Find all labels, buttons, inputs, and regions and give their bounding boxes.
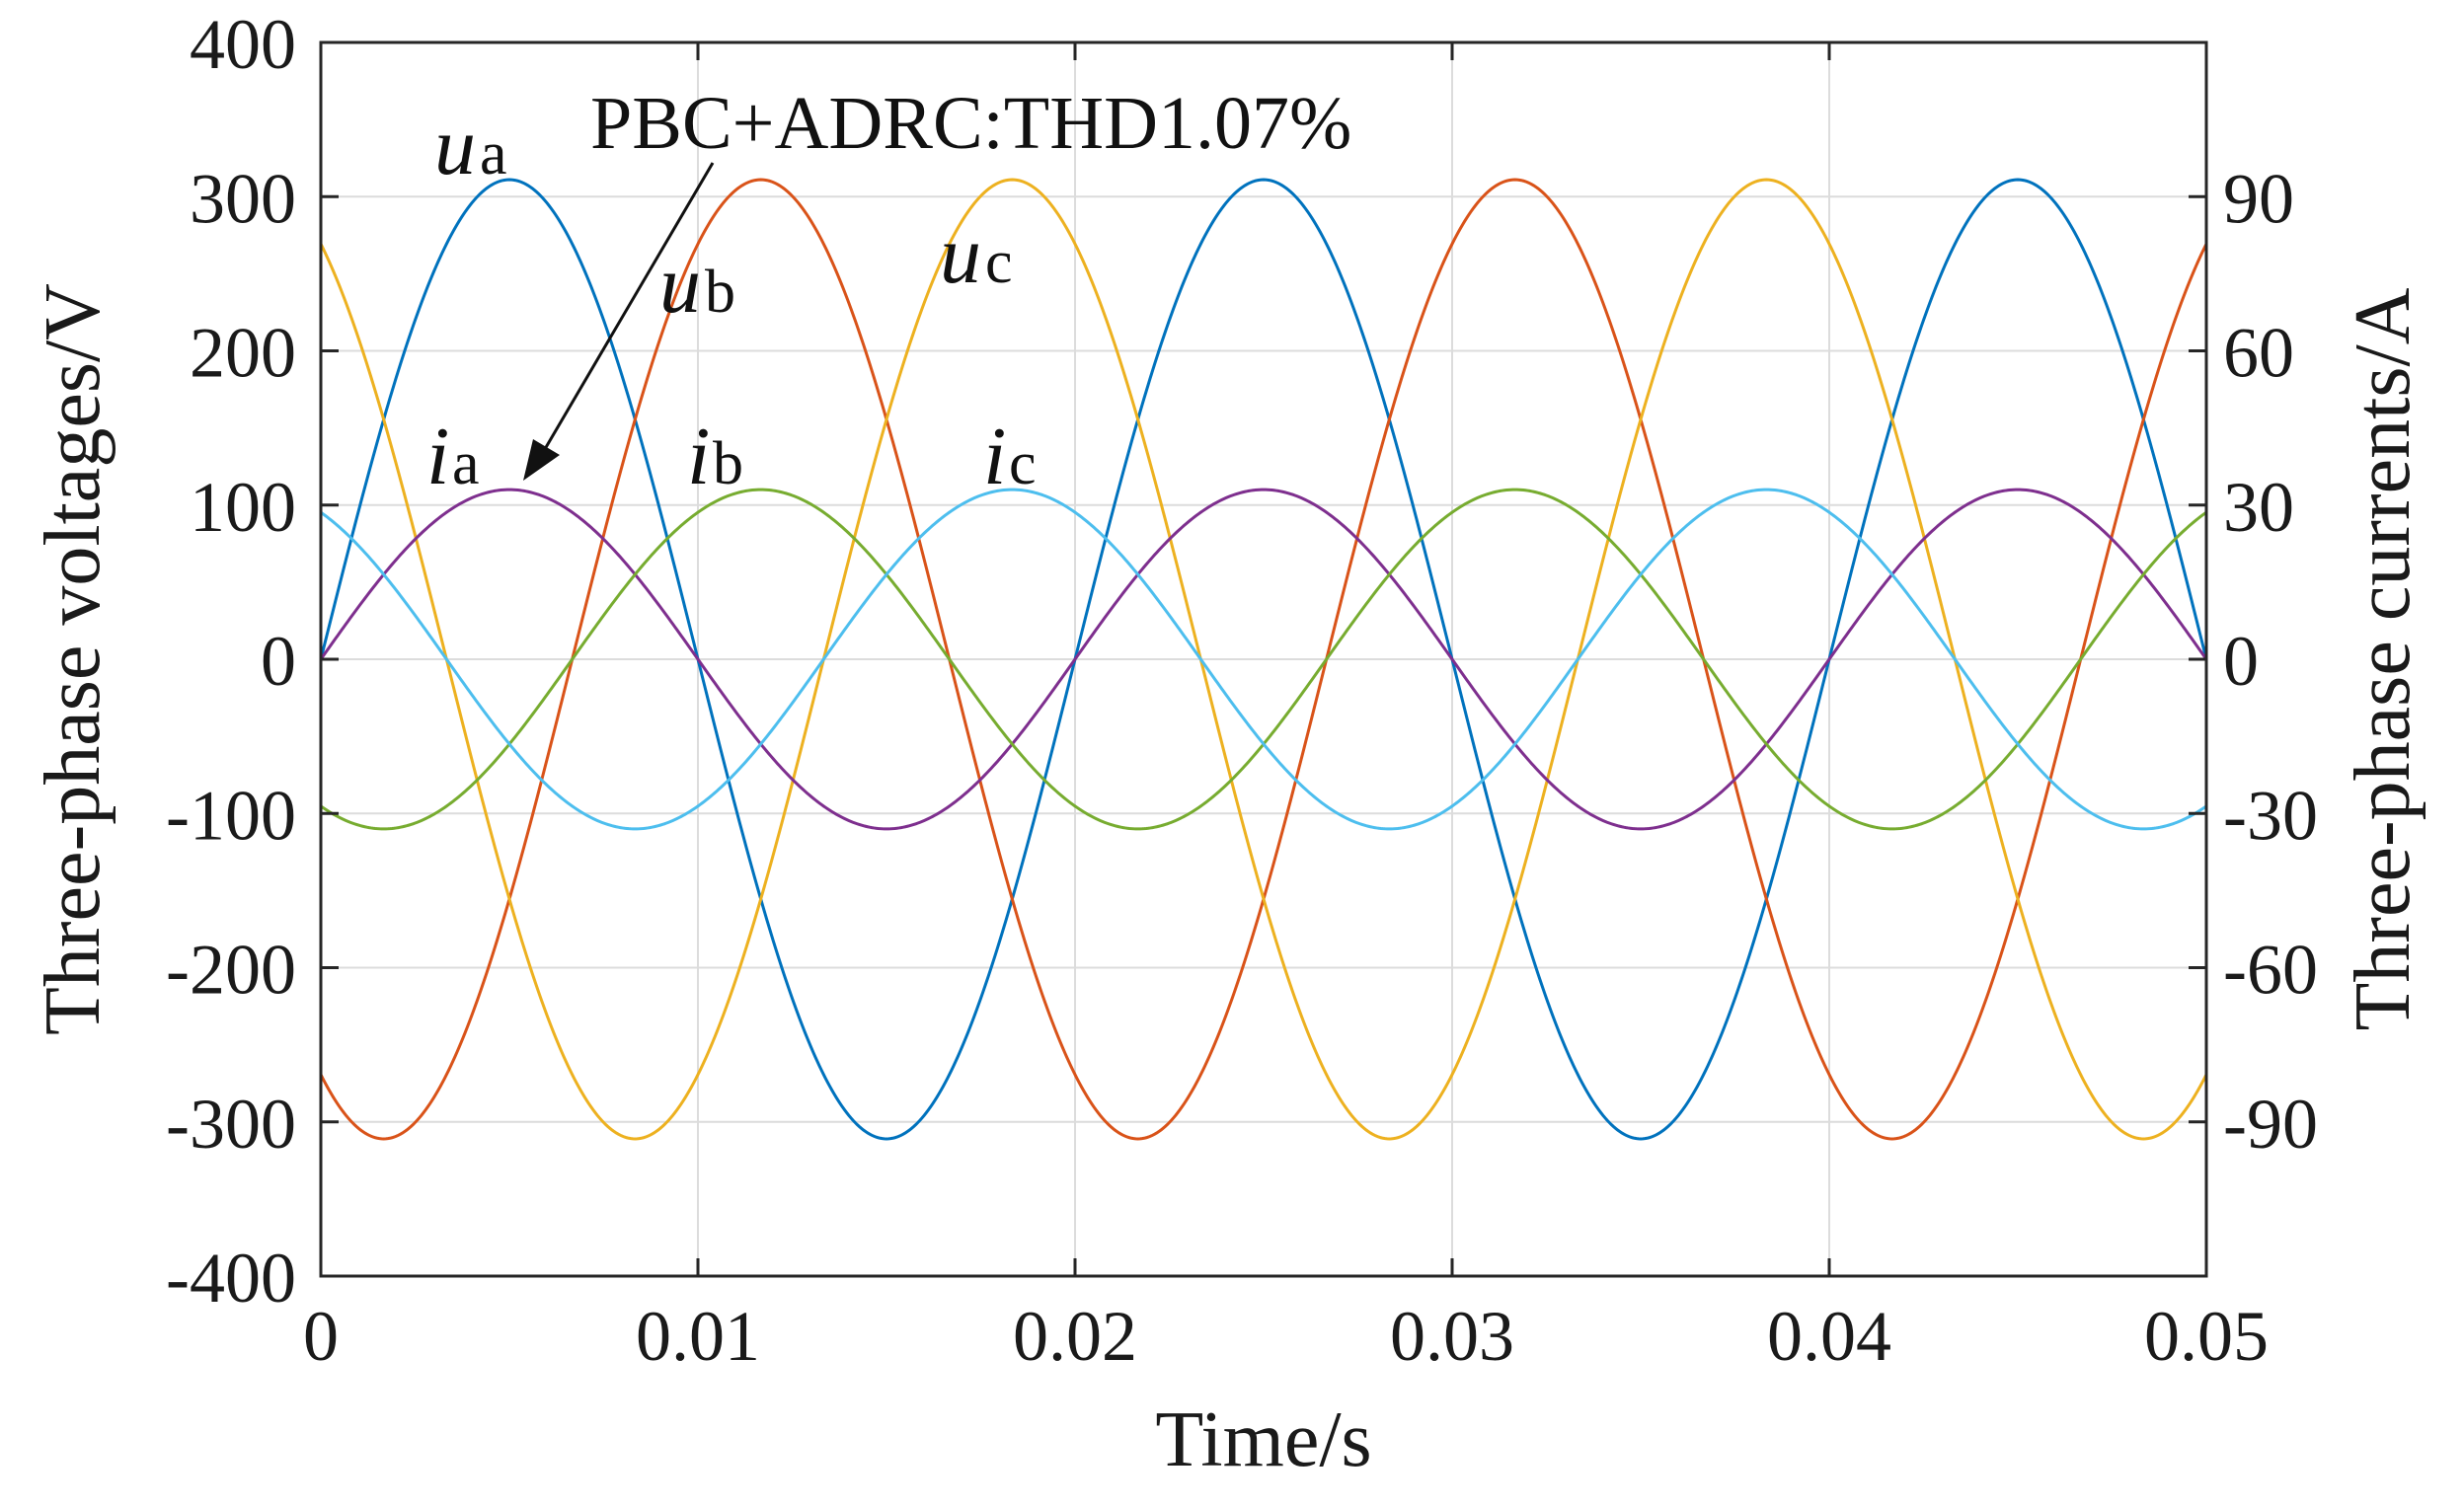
y-tick-label-right: 90 bbox=[2223, 159, 2294, 238]
series-label-symbol: u bbox=[434, 101, 476, 192]
y-tick-label-left: -300 bbox=[166, 1085, 296, 1164]
y-tick-label-right: 30 bbox=[2223, 468, 2294, 547]
tick-labels: 0 0.01 0.02 0.03 0.04 0.054003002001000-100-2… bbox=[166, 5, 2318, 1376]
series-ic bbox=[320, 488, 2207, 831]
series-label-subscript: a bbox=[480, 120, 507, 188]
y-tick-label-right: -90 bbox=[2223, 1085, 2318, 1164]
series-label-subscript: a bbox=[452, 430, 480, 497]
x-tick-label: 0.02 bbox=[1013, 1297, 1137, 1376]
series-layer bbox=[319, 178, 2208, 1141]
y-tick-label-left: -200 bbox=[166, 931, 296, 1010]
x-tick-label: 0.05 bbox=[2144, 1297, 2269, 1376]
thd-annotation: PBC+ADRC:THD1.07% bbox=[590, 82, 1351, 165]
y-axis-title-right: Three-phase currents/A bbox=[2340, 287, 2426, 1030]
y-tick-label-left: -100 bbox=[166, 776, 296, 855]
series-label-symbol: i bbox=[426, 411, 449, 502]
grid bbox=[321, 42, 2206, 1276]
y-tick-label-left: 300 bbox=[190, 159, 296, 238]
series-label-symbol: u bbox=[659, 239, 701, 331]
x-tick-label: 0.01 bbox=[636, 1297, 760, 1376]
series-label-subscript: b bbox=[705, 259, 735, 326]
series-label-subscript: c bbox=[1009, 430, 1037, 497]
y-tick-label-right: 60 bbox=[2223, 314, 2294, 393]
y-tick-label-left: 100 bbox=[190, 468, 296, 547]
y-tick-label-left: 0 bbox=[261, 622, 296, 701]
annotation-arrowhead bbox=[523, 439, 560, 481]
series-labels: u au b u ci a i b i c bbox=[426, 101, 1037, 502]
series-label-subscript: c bbox=[985, 229, 1013, 296]
y-tick-label-left: 400 bbox=[190, 5, 296, 84]
series-label-symbol: i bbox=[687, 411, 710, 502]
x-tick-label: 0 bbox=[303, 1297, 339, 1376]
y-tick-label-right: -60 bbox=[2223, 931, 2318, 1010]
x-tick-label: 0.04 bbox=[1767, 1297, 1891, 1376]
y-tick-label-right: -30 bbox=[2223, 776, 2318, 855]
y-tick-label-left: 200 bbox=[190, 314, 296, 393]
series-label-symbol: i bbox=[983, 411, 1006, 502]
series-label-subscript: b bbox=[713, 430, 743, 497]
annotation-arrow bbox=[543, 162, 715, 450]
y-tick-label-left: -400 bbox=[166, 1239, 296, 1318]
series-label-symbol: u bbox=[940, 209, 981, 301]
ticks bbox=[319, 40, 2208, 1278]
x-tick-label: 0.03 bbox=[1390, 1297, 1514, 1376]
y-tick-label-right: 0 bbox=[2223, 622, 2259, 701]
y-axis-title-left: Three-phase voltages/V bbox=[30, 283, 116, 1035]
series-uc bbox=[319, 178, 2208, 1141]
x-axis-title: Time/s bbox=[1155, 1396, 1371, 1483]
